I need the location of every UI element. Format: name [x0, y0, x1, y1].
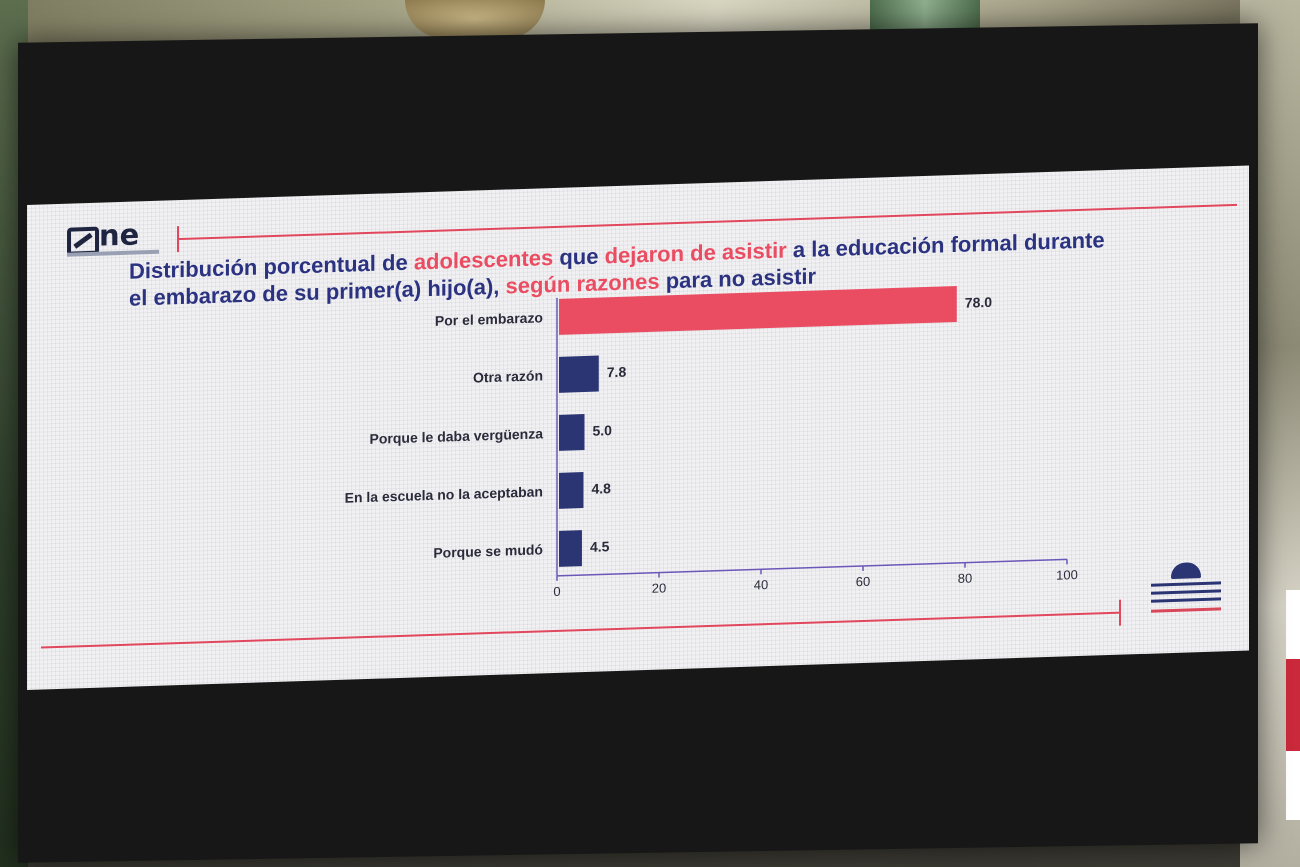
bottom-rule-tick — [1119, 599, 1121, 626]
x-tick-label: 40 — [754, 577, 768, 592]
category-label: Porque se mudó — [433, 541, 543, 561]
bar — [559, 530, 582, 567]
bar-chart: 0 20 40 60 80 100 Por el embarazo 78.0 Otra razó… — [345, 285, 1078, 599]
bar — [559, 355, 599, 393]
x-tick-label: 100 — [1056, 567, 1078, 583]
seal-line — [1151, 589, 1221, 595]
category-label: Otra razón — [473, 367, 543, 385]
category-label: Por el embarazo — [435, 309, 543, 328]
seal-line — [1151, 581, 1221, 587]
wall-ornament — [405, 0, 545, 38]
government-seal — [1145, 561, 1225, 634]
bar — [559, 472, 584, 509]
seal-dome-icon — [1171, 562, 1201, 580]
seal-line — [1151, 607, 1221, 613]
bar — [559, 285, 957, 335]
x-tick-label: 60 — [856, 574, 870, 589]
data-label: 78.0 — [965, 294, 992, 311]
category-label: Porque le daba vergüenza — [370, 425, 544, 447]
x-axis-line — [557, 558, 1067, 577]
x-tick-label: 80 — [958, 570, 972, 585]
x-tick-label: 0 — [553, 584, 560, 599]
seal-line — [1151, 597, 1221, 603]
flag-edge — [1286, 590, 1300, 820]
x-tick-label: 20 — [652, 580, 666, 595]
bar — [559, 413, 585, 451]
data-label: 4.5 — [590, 538, 610, 555]
data-label: 7.8 — [607, 364, 627, 381]
data-label: 4.8 — [591, 480, 611, 497]
category-label: En la escuela no la aceptaban — [345, 483, 543, 505]
presentation-slide: ne Distribución porcentual de adolescent… — [27, 165, 1249, 691]
data-label: 5.0 — [593, 422, 613, 439]
